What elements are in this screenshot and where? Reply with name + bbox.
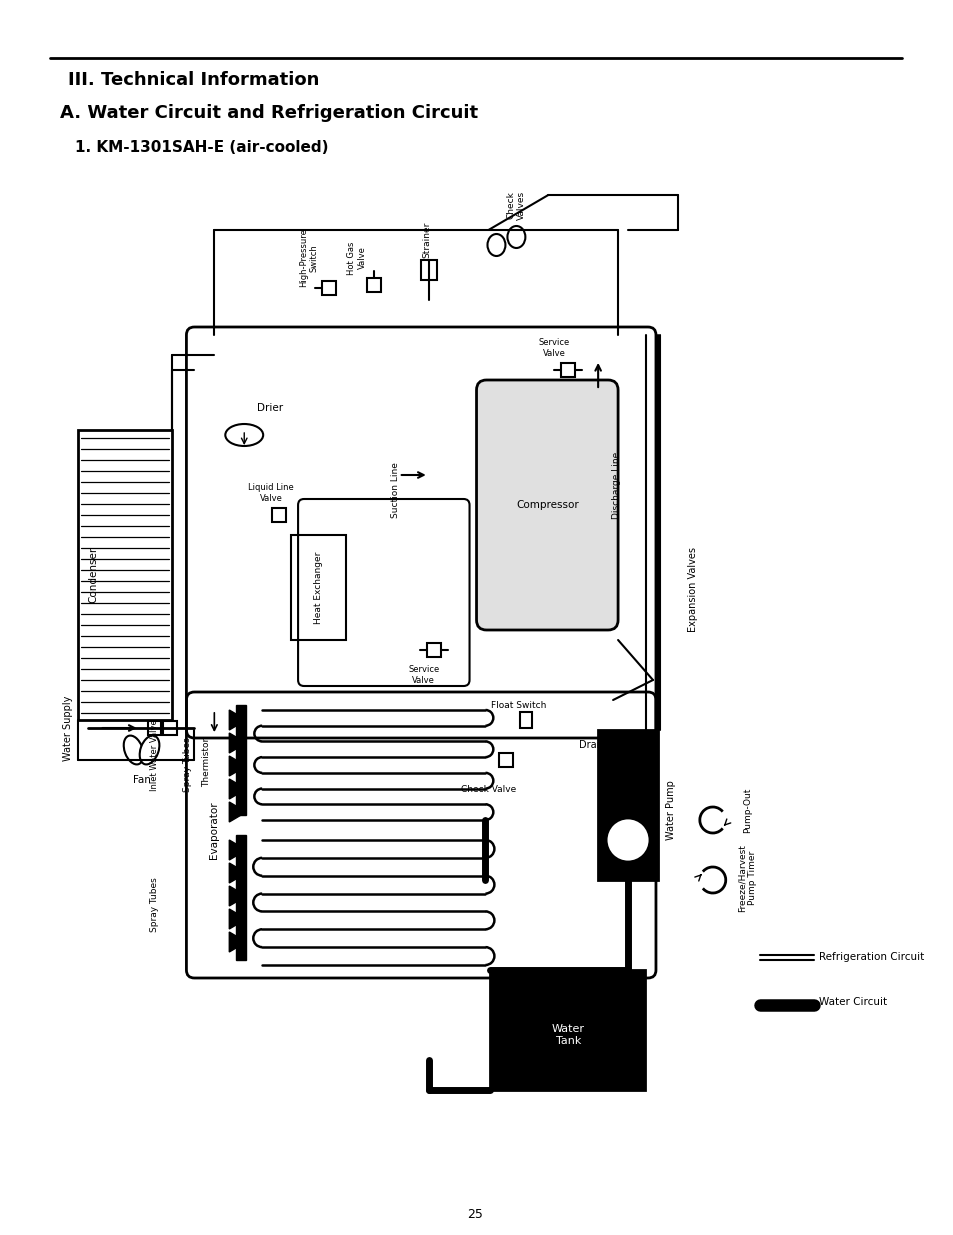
Text: Thermistor: Thermistor xyxy=(202,737,211,787)
Text: Compressor: Compressor xyxy=(516,500,578,510)
Text: Liquid Line
Valve: Liquid Line Valve xyxy=(248,483,294,503)
Bar xyxy=(322,282,335,295)
Bar xyxy=(490,969,644,1091)
Text: Hot Gas
Valve: Hot Gas Valve xyxy=(347,241,366,274)
Polygon shape xyxy=(229,932,246,952)
Text: Strainer: Strainer xyxy=(422,222,431,258)
Text: Service
Valve: Service Valve xyxy=(538,338,569,358)
Ellipse shape xyxy=(507,226,525,248)
Text: Water Circuit: Water Circuit xyxy=(819,997,886,1007)
Text: Pump-Out: Pump-Out xyxy=(742,788,751,832)
Text: Refrigeration Circuit: Refrigeration Circuit xyxy=(819,952,923,962)
Bar xyxy=(426,643,440,657)
Text: A. Water Circuit and Refrigeration Circuit: A. Water Circuit and Refrigeration Circu… xyxy=(60,104,477,122)
Text: Heat Exchanger: Heat Exchanger xyxy=(314,552,322,624)
Ellipse shape xyxy=(225,424,263,446)
Polygon shape xyxy=(229,840,246,860)
Text: Spray Tubes: Spray Tubes xyxy=(150,878,159,932)
Polygon shape xyxy=(229,756,246,776)
Bar xyxy=(236,835,246,960)
Text: Water
Tank: Water Tank xyxy=(551,1024,584,1046)
Text: Inlet Water Valve: Inlet Water Valve xyxy=(150,719,159,790)
Ellipse shape xyxy=(487,233,505,256)
Bar xyxy=(420,261,436,280)
Text: Service
Valve: Service Valve xyxy=(408,666,438,684)
Ellipse shape xyxy=(139,736,159,764)
Text: Suction Line: Suction Line xyxy=(391,462,400,517)
Text: Expansion Valves: Expansion Valves xyxy=(687,547,697,632)
Text: 25: 25 xyxy=(467,1209,483,1221)
Polygon shape xyxy=(229,734,246,753)
Bar xyxy=(148,721,161,735)
Text: Condenser: Condenser xyxy=(89,547,98,603)
Text: Discharge Line: Discharge Line xyxy=(611,451,620,519)
Text: High-Pressure
Switch: High-Pressure Switch xyxy=(299,228,318,288)
Bar xyxy=(78,430,172,720)
Text: Spray Tubes: Spray Tubes xyxy=(183,737,192,793)
Bar xyxy=(291,535,346,640)
Text: Water Pump: Water Pump xyxy=(665,781,676,840)
Bar xyxy=(499,753,513,767)
Text: Water Supply: Water Supply xyxy=(63,695,72,761)
Text: Evaporator: Evaporator xyxy=(209,802,219,858)
Text: Freeze/Harvest
Pump Timer: Freeze/Harvest Pump Timer xyxy=(738,844,757,911)
Text: Drain: Drain xyxy=(578,740,605,750)
Bar xyxy=(598,730,658,881)
Text: III. Technical Information: III. Technical Information xyxy=(68,70,319,89)
Text: Check Valve: Check Valve xyxy=(460,785,516,794)
FancyBboxPatch shape xyxy=(476,380,618,630)
Text: Drier: Drier xyxy=(257,403,283,412)
Polygon shape xyxy=(229,909,246,929)
Circle shape xyxy=(605,818,649,862)
Polygon shape xyxy=(229,863,246,883)
Text: Check
Valves: Check Valves xyxy=(506,190,525,220)
Polygon shape xyxy=(229,710,246,730)
Polygon shape xyxy=(229,885,246,906)
Bar xyxy=(272,508,286,522)
Text: Float Switch: Float Switch xyxy=(490,700,545,709)
Text: Fan: Fan xyxy=(132,776,151,785)
Bar xyxy=(367,278,380,291)
Bar xyxy=(560,363,575,377)
Polygon shape xyxy=(229,802,246,823)
Bar xyxy=(236,705,246,815)
Ellipse shape xyxy=(124,736,143,764)
Polygon shape xyxy=(229,779,246,799)
Text: 1. KM-1301SAH-E (air-cooled): 1. KM-1301SAH-E (air-cooled) xyxy=(74,141,328,156)
Bar xyxy=(163,721,177,735)
Bar xyxy=(519,713,532,727)
